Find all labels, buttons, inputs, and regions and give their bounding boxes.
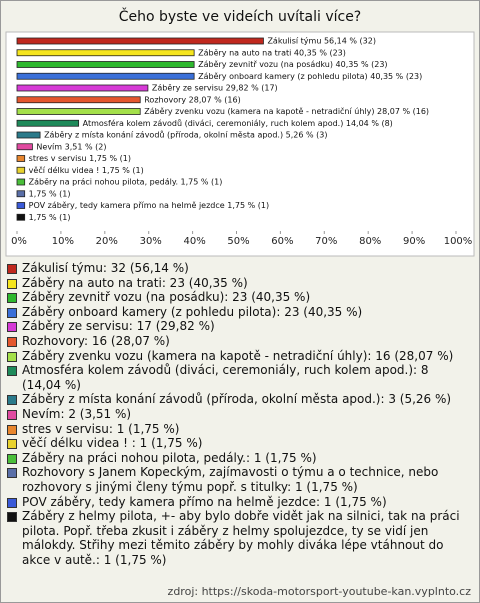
legend-label: Záběry zvenku vozu (kamera na kapotě - n… (22, 348, 454, 363)
bar (16, 143, 33, 151)
bar-label: Záběry na auto na trati 40,35 % (23) (198, 48, 346, 57)
legend-swatch (7, 468, 17, 479)
bar (16, 131, 41, 139)
x-tick-label: 0% (11, 236, 27, 247)
legend-swatch (7, 278, 17, 289)
legend-swatch (7, 497, 17, 508)
x-tick-label: 100% (444, 236, 473, 247)
bar-label: Záběry na práci nohou pilota, pedály. 1,… (29, 178, 223, 187)
legend-swatch (7, 512, 17, 523)
legend-item: stres v servisu: 1 (1,75 %) (7, 422, 469, 437)
bar (16, 119, 80, 127)
legend-item: věčí délku videa ! : 1 (1,75 %) (7, 436, 469, 451)
bar-label: Záběry ze servisu 29,82 % (17) (152, 84, 278, 93)
bar-label: 1,75 % (1) (29, 189, 71, 198)
legend-swatch (7, 264, 17, 274)
legend-swatch (7, 322, 17, 333)
bar (16, 213, 26, 221)
legend-label: Záběry z místa konání závodů (příroda, o… (22, 392, 452, 407)
legend-swatch (7, 409, 17, 420)
legend: Zákulisí týmu: 32 (56,14 %) Záběry na aut… (7, 261, 469, 567)
legend-label: Atmosféra kolem závodů (diváci, ceremoni… (22, 363, 429, 392)
x-tick-label: 20% (96, 236, 118, 247)
bar-label: Záběry onboard kamery (z pohledu pilota)… (198, 72, 422, 81)
legend-label: Záběry ze servisu: 17 (29,82 %) (22, 319, 215, 334)
legend-label: POV záběry, tedy kamera přímo na helmě j… (22, 494, 387, 509)
x-tick-label: 70% (315, 236, 337, 247)
legend-item: Zákulisí týmu: 32 (56,14 %) (7, 261, 469, 276)
legend-item: Záběry z místa konání závodů (příroda, o… (7, 392, 469, 407)
bar (16, 166, 26, 174)
legend-swatch (7, 453, 17, 464)
legend-item: Záběry zvenku vozu (kamera na kapotě - n… (7, 349, 469, 364)
bar (16, 84, 149, 92)
chart-title: Čeho byste ve videích uvítali více? (119, 7, 362, 25)
legend-label: Zákulisí týmu: 32 (56,14 %) (22, 261, 189, 275)
bar (16, 96, 141, 104)
bar-label: Záběry zevnitř vozu (na posádku) 40,35 %… (198, 60, 387, 69)
bar-label: POV záběry, tedy kamera přímo na helmě j… (29, 201, 269, 210)
bar (16, 37, 264, 45)
bar-label: Atmosféra kolem závodů (diváci, ceremoni… (83, 118, 393, 128)
legend-swatch (7, 366, 17, 377)
legend-label: Rozhovory s Janem Kopeckým, zajímavosti … (22, 465, 439, 494)
legend-item: Záběry z helmy pilota, +- aby bylo dobře… (7, 509, 469, 567)
legend-item: Záběry na auto na trati: 23 (40,35 %) (7, 276, 469, 291)
chart: Čeho byste ve videích uvítali více? 0% 10… (5, 7, 475, 257)
legend-swatch (7, 351, 17, 362)
legend-label: Rozhovory: 16 (28,07 %) (22, 333, 170, 348)
bar-label: Rozhovory 28,07 % (16) (144, 95, 240, 104)
bar-label: Záběry zvenku vozu (kamera na kapotě - n… (144, 106, 429, 116)
legend-item: Záběry zevnitř vozu (na posádku): 23 (40… (7, 290, 469, 305)
bar-label: Zákulisí týmu 56,14 % (32) (267, 37, 376, 46)
legend-swatch (7, 293, 17, 304)
x-tick-label: 40% (183, 236, 205, 247)
x-tick-label: 90% (403, 236, 425, 247)
legend-swatch (7, 424, 17, 435)
legend-item: Rozhovory s Janem Kopeckým, zajímavosti … (7, 465, 469, 494)
legend-label: Záběry na auto na trati: 23 (40,35 %) (22, 275, 248, 290)
legend-label: věčí délku videa ! : 1 (1,75 %) (22, 436, 203, 451)
legend-label: Záběry na práci nohou pilota, pedály.: 1… (22, 450, 317, 465)
legend-swatch (7, 439, 17, 450)
legend-item: POV záběry, tedy kamera přímo na helmě j… (7, 495, 469, 510)
legend-label: Záběry z helmy pilota, +- aby bylo dobře… (22, 509, 460, 567)
x-tick-label: 30% (140, 236, 162, 247)
legend-label: stres v servisu: 1 (1,75 %) (22, 421, 180, 436)
bar (16, 155, 26, 162)
x-tick-label: 10% (52, 236, 74, 247)
legend-label: Záběry zevnitř vozu (na posádku): 23 (40… (22, 290, 311, 305)
legend-swatch (7, 336, 17, 347)
legend-label: Nevím: 2 (3,51 %) (22, 406, 132, 421)
bar (16, 190, 26, 198)
bar (16, 178, 26, 186)
bar-label: stres v servisu 1,75 % (1) (29, 154, 131, 163)
legend-item: Atmosféra kolem závodů (diváci, ceremoni… (7, 363, 469, 392)
source: zdroj: https://skoda-motorsport-youtube-… (167, 585, 471, 598)
bar (16, 202, 26, 209)
bar (16, 49, 195, 57)
legend-item: Záběry ze servisu: 17 (29,82 %) (7, 319, 469, 334)
legend-label: Záběry onboard kamery (z pohledu pilota)… (22, 304, 363, 319)
x-tick-label: 50% (227, 236, 249, 247)
bar-label: Nevím 3,51 % (2) (36, 142, 106, 151)
bar-label: věčí délku videa ! 1,75 % (1) (29, 165, 144, 175)
legend-item: Nevím: 2 (3,51 %) (7, 407, 469, 422)
plot-panel (5, 31, 475, 257)
legend-swatch (7, 307, 17, 318)
legend-item: Záběry onboard kamery (z pohledu pilota)… (7, 305, 469, 320)
bar (16, 61, 195, 68)
bar-label: Záběry z místa konání závodů (příroda, o… (44, 130, 327, 140)
bar (16, 108, 141, 115)
legend-item: Záběry na práci nohou pilota, pedály.: 1… (7, 451, 469, 466)
legend-swatch (7, 395, 17, 406)
bar-label: 1,75 % (1) (29, 213, 71, 222)
x-tick-label: 80% (359, 236, 381, 247)
legend-item: Rozhovory: 16 (28,07 %) (7, 334, 469, 349)
bar (16, 72, 195, 80)
x-tick-label: 60% (271, 236, 293, 247)
